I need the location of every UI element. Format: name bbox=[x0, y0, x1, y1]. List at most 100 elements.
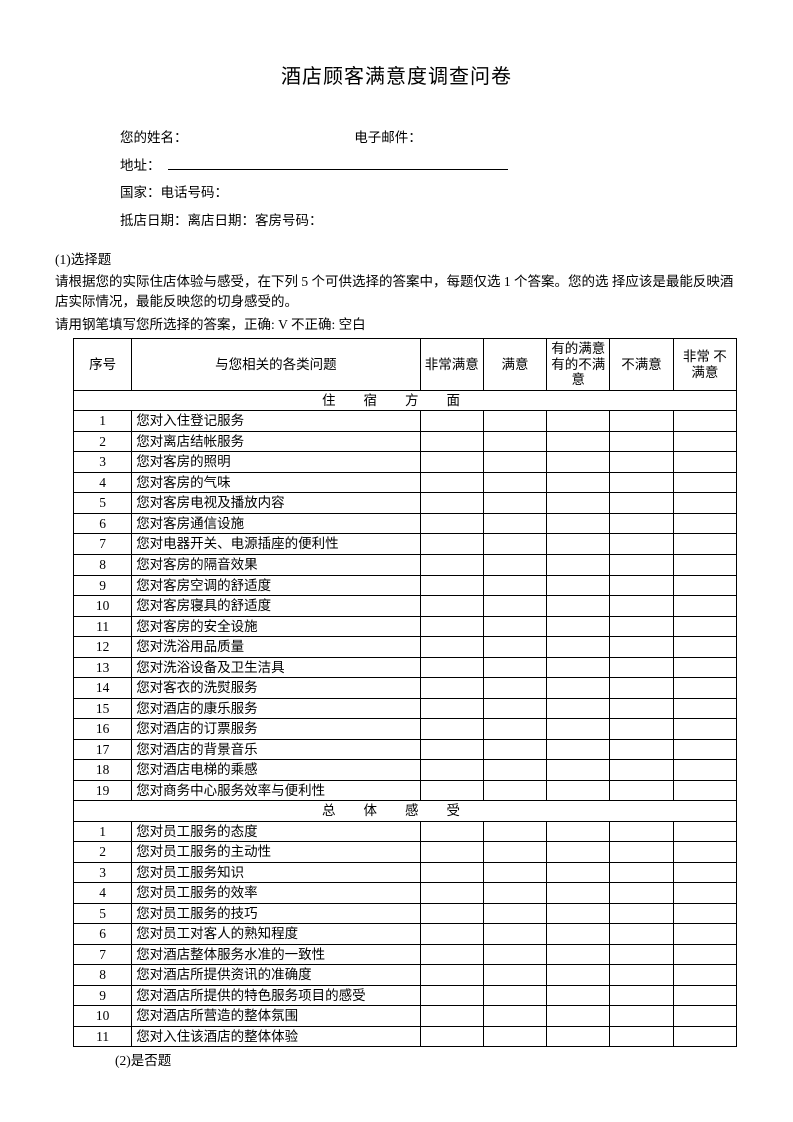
rating-cell[interactable] bbox=[483, 534, 546, 555]
rating-cell[interactable] bbox=[420, 452, 483, 473]
rating-cell[interactable] bbox=[673, 555, 736, 576]
rating-cell[interactable] bbox=[673, 411, 736, 432]
rating-cell[interactable] bbox=[483, 678, 546, 699]
rating-cell[interactable] bbox=[610, 883, 673, 904]
rating-cell[interactable] bbox=[483, 821, 546, 842]
rating-cell[interactable] bbox=[420, 985, 483, 1006]
rating-cell[interactable] bbox=[420, 719, 483, 740]
rating-cell[interactable] bbox=[483, 411, 546, 432]
rating-cell[interactable] bbox=[610, 924, 673, 945]
rating-cell[interactable] bbox=[547, 452, 610, 473]
rating-cell[interactable] bbox=[547, 760, 610, 781]
rating-cell[interactable] bbox=[483, 575, 546, 596]
rating-cell[interactable] bbox=[610, 493, 673, 514]
rating-cell[interactable] bbox=[483, 924, 546, 945]
rating-cell[interactable] bbox=[483, 883, 546, 904]
rating-cell[interactable] bbox=[420, 1026, 483, 1047]
rating-cell[interactable] bbox=[547, 472, 610, 493]
rating-cell[interactable] bbox=[420, 575, 483, 596]
rating-cell[interactable] bbox=[673, 596, 736, 617]
rating-cell[interactable] bbox=[547, 637, 610, 658]
rating-cell[interactable] bbox=[673, 924, 736, 945]
rating-cell[interactable] bbox=[483, 431, 546, 452]
rating-cell[interactable] bbox=[547, 985, 610, 1006]
rating-cell[interactable] bbox=[673, 719, 736, 740]
rating-cell[interactable] bbox=[420, 431, 483, 452]
rating-cell[interactable] bbox=[610, 698, 673, 719]
rating-cell[interactable] bbox=[483, 739, 546, 760]
rating-cell[interactable] bbox=[420, 862, 483, 883]
rating-cell[interactable] bbox=[610, 842, 673, 863]
rating-cell[interactable] bbox=[610, 821, 673, 842]
rating-cell[interactable] bbox=[547, 493, 610, 514]
rating-cell[interactable] bbox=[420, 616, 483, 637]
rating-cell[interactable] bbox=[673, 883, 736, 904]
rating-cell[interactable] bbox=[610, 965, 673, 986]
rating-cell[interactable] bbox=[420, 842, 483, 863]
rating-cell[interactable] bbox=[420, 965, 483, 986]
rating-cell[interactable] bbox=[547, 596, 610, 617]
rating-cell[interactable] bbox=[420, 555, 483, 576]
rating-cell[interactable] bbox=[483, 780, 546, 801]
rating-cell[interactable] bbox=[483, 842, 546, 863]
rating-cell[interactable] bbox=[547, 821, 610, 842]
rating-cell[interactable] bbox=[673, 637, 736, 658]
rating-cell[interactable] bbox=[420, 1006, 483, 1027]
rating-cell[interactable] bbox=[547, 678, 610, 699]
rating-cell[interactable] bbox=[547, 862, 610, 883]
rating-cell[interactable] bbox=[610, 431, 673, 452]
rating-cell[interactable] bbox=[420, 883, 483, 904]
rating-cell[interactable] bbox=[673, 1006, 736, 1027]
rating-cell[interactable] bbox=[673, 472, 736, 493]
rating-cell[interactable] bbox=[610, 862, 673, 883]
rating-cell[interactable] bbox=[483, 596, 546, 617]
rating-cell[interactable] bbox=[673, 739, 736, 760]
rating-cell[interactable] bbox=[483, 513, 546, 534]
rating-cell[interactable] bbox=[547, 616, 610, 637]
rating-cell[interactable] bbox=[420, 760, 483, 781]
rating-cell[interactable] bbox=[420, 411, 483, 432]
rating-cell[interactable] bbox=[610, 472, 673, 493]
rating-cell[interactable] bbox=[610, 513, 673, 534]
rating-cell[interactable] bbox=[483, 719, 546, 740]
rating-cell[interactable] bbox=[420, 903, 483, 924]
rating-cell[interactable] bbox=[610, 411, 673, 432]
rating-cell[interactable] bbox=[673, 760, 736, 781]
rating-cell[interactable] bbox=[483, 903, 546, 924]
rating-cell[interactable] bbox=[610, 452, 673, 473]
rating-cell[interactable] bbox=[420, 657, 483, 678]
rating-cell[interactable] bbox=[420, 678, 483, 699]
rating-cell[interactable] bbox=[673, 698, 736, 719]
rating-cell[interactable] bbox=[673, 575, 736, 596]
rating-cell[interactable] bbox=[673, 903, 736, 924]
rating-cell[interactable] bbox=[547, 698, 610, 719]
rating-cell[interactable] bbox=[483, 555, 546, 576]
rating-cell[interactable] bbox=[420, 637, 483, 658]
rating-cell[interactable] bbox=[547, 431, 610, 452]
rating-cell[interactable] bbox=[673, 616, 736, 637]
address-underline[interactable] bbox=[168, 156, 508, 170]
rating-cell[interactable] bbox=[610, 739, 673, 760]
rating-cell[interactable] bbox=[420, 924, 483, 945]
rating-cell[interactable] bbox=[610, 903, 673, 924]
rating-cell[interactable] bbox=[610, 575, 673, 596]
rating-cell[interactable] bbox=[547, 1026, 610, 1047]
rating-cell[interactable] bbox=[547, 719, 610, 740]
rating-cell[interactable] bbox=[483, 637, 546, 658]
rating-cell[interactable] bbox=[420, 821, 483, 842]
rating-cell[interactable] bbox=[483, 965, 546, 986]
rating-cell[interactable] bbox=[483, 493, 546, 514]
rating-cell[interactable] bbox=[547, 575, 610, 596]
rating-cell[interactable] bbox=[420, 596, 483, 617]
rating-cell[interactable] bbox=[610, 555, 673, 576]
rating-cell[interactable] bbox=[420, 513, 483, 534]
rating-cell[interactable] bbox=[483, 698, 546, 719]
rating-cell[interactable] bbox=[610, 678, 673, 699]
rating-cell[interactable] bbox=[420, 698, 483, 719]
rating-cell[interactable] bbox=[547, 513, 610, 534]
rating-cell[interactable] bbox=[673, 965, 736, 986]
rating-cell[interactable] bbox=[420, 780, 483, 801]
rating-cell[interactable] bbox=[610, 719, 673, 740]
rating-cell[interactable] bbox=[610, 657, 673, 678]
rating-cell[interactable] bbox=[483, 452, 546, 473]
